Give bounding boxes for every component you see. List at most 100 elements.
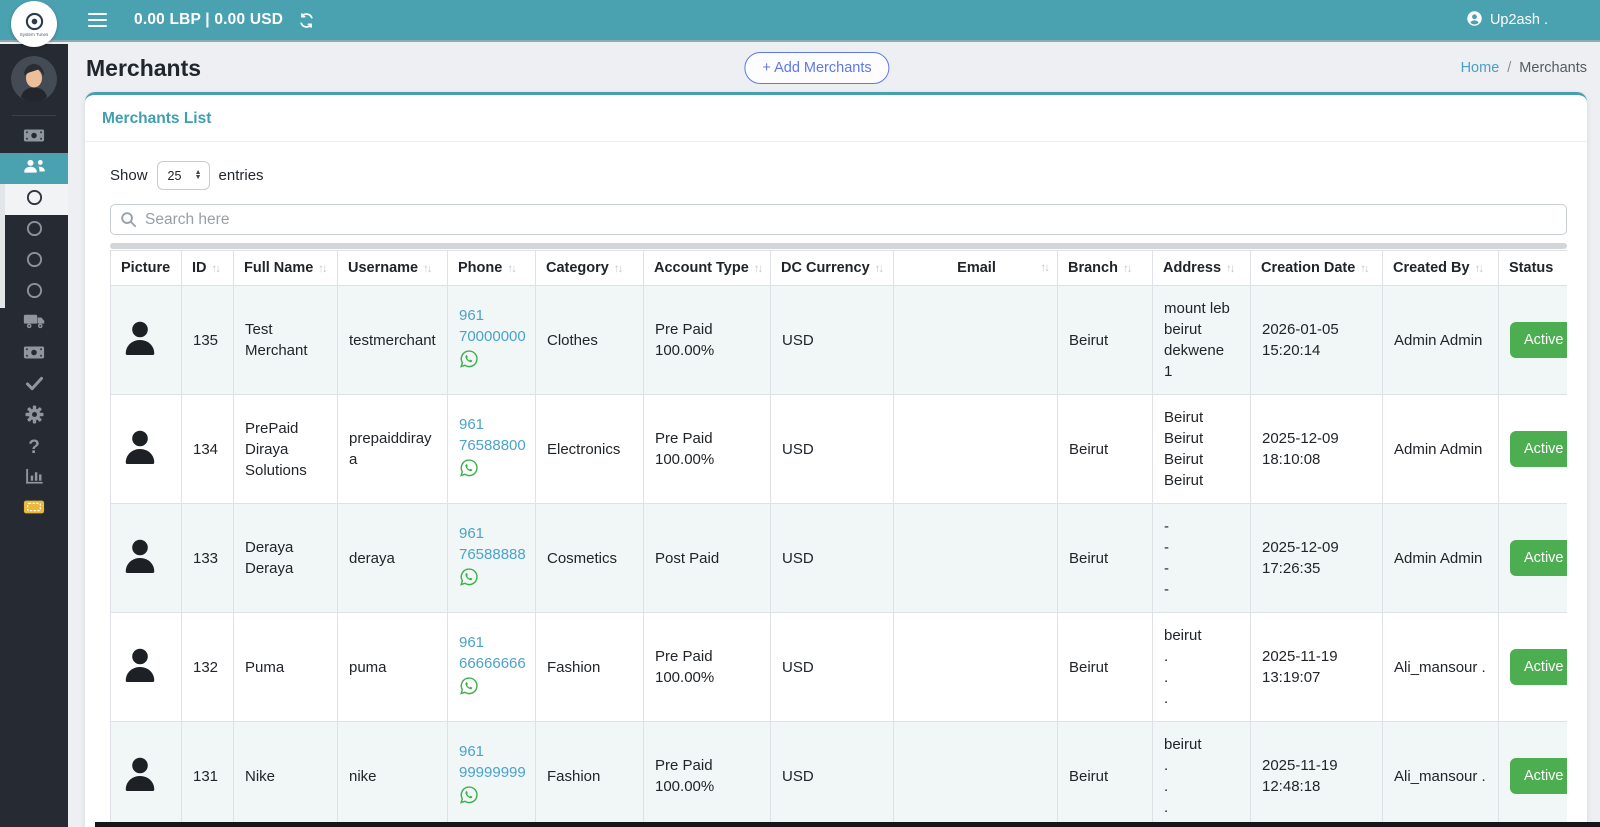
whatsapp-icon[interactable] [459,458,479,484]
col-header-full-name[interactable]: Full Name ↑↓ [233,250,338,286]
cell-dc-currency: USD [770,394,894,504]
sort-arrows-icon[interactable]: ↑↓ [211,263,221,275]
cell-created-by: Admin Admin [1382,285,1499,395]
hamburger-icon[interactable] [88,10,107,31]
cell-username: testmerchant [337,285,448,395]
cell-creation-date: 2026-01-05 15:20:14 [1250,285,1383,395]
sidebar-item-12-ticket-icon[interactable] [0,494,68,525]
cell-id: 134 [181,394,234,504]
cell-dc-currency: USD [770,612,894,722]
col-label: Account Type [654,260,749,276]
col-header-phone[interactable]: Phone ↑↓ [447,250,536,286]
banknote-icon [23,344,45,366]
user-circle-icon [1466,10,1483,31]
cell-creation-date: 2025-12-09 17:26:35 [1250,503,1383,613]
sidebar-item-4-circle-icon[interactable] [0,246,68,277]
cell-username: nike [337,721,448,827]
sidebar-item-3-circle-icon[interactable] [0,215,68,246]
sort-arrows-icon[interactable]: ↑↓ [1040,262,1050,274]
sidebar-item-9-gear-icon[interactable] [0,401,68,432]
cell-full-name: Puma [233,612,338,722]
entries-label: entries [218,167,264,184]
whatsapp-icon[interactable] [459,676,479,702]
entries-select[interactable]: 25 ▲ ▼ [156,161,210,190]
cell-branch: Beirut [1057,721,1153,827]
search-icon [120,211,137,233]
app-logo-icon[interactable]: System Tunes [11,1,57,47]
sort-arrows-icon[interactable]: ↑↓ [507,263,516,275]
table-row-merchant-131: 131 Nike nike 961 99999999 Fashion Pre Paid 100… [110,721,1567,827]
phone-link[interactable]: 961 76588800 [459,416,526,454]
question-icon: ? [28,436,40,458]
phone-link[interactable]: 961 99999999 [459,743,526,781]
cell-email [893,285,1058,395]
col-header-branch[interactable]: Branch ↑↓ [1057,250,1153,286]
col-header-creation-date[interactable]: Creation Date ↑↓ [1250,250,1383,286]
card-header: Merchants List [85,95,1587,142]
person-silhouette-icon [122,757,158,797]
sort-arrows-icon[interactable]: ↑↓ [1474,263,1484,275]
cell-created-by: Admin Admin [1382,394,1499,504]
cell-status: Active [1498,612,1567,722]
cell-status: Active [1498,285,1567,395]
cell-creation-date: 2025-11-19 12:48:18 [1250,721,1383,827]
phone-link[interactable]: 961 76588888 [459,525,526,563]
cell-status: Active [1498,503,1567,613]
cell-full-name: Test Merchant [233,285,338,395]
whatsapp-icon[interactable] [459,785,479,811]
phone-link[interactable]: 961 66666666 [459,634,526,672]
bottom-edge-bar [95,822,1600,827]
col-label: Status [1509,260,1554,276]
breadcrumb-home-link[interactable]: Home [1460,60,1500,76]
sort-arrows-icon[interactable]: ↑↓ [613,263,623,275]
cell-phone: 961 76588888 [447,503,536,613]
table-horizontal-scrollbar[interactable] [110,243,1567,249]
cell-address: Beirut Beirut Beirut Beirut [1152,394,1251,504]
col-header-category[interactable]: Category ↑↓ [535,250,644,286]
col-header-address[interactable]: Address ↑↓ [1152,250,1251,286]
sort-arrows-icon[interactable]: ↑↓ [1122,263,1132,275]
entries-control: Show 25 ▲ ▼ entries [110,161,1567,190]
sidebar-item-8-check-icon[interactable] [0,370,68,401]
sort-arrows-icon[interactable]: ↑↓ [318,263,327,275]
sidebar-item-5-circle-icon[interactable] [0,277,68,308]
sidebar-item-7-banknote-icon[interactable] [0,339,68,370]
search-input[interactable] [110,204,1567,235]
submenu-scrollbar[interactable] [0,184,5,308]
sidebar-item-10-question-icon[interactable]: ? [0,432,68,463]
sidebar-item-1-users-icon[interactable] [0,153,68,184]
cell-email [893,394,1058,504]
table-row-merchant-135: 135 Test Merchant testmerchant 961 70000000 C… [110,285,1567,395]
col-label: Address [1163,260,1222,276]
sidebar-item-6-truck-icon[interactable] [0,308,68,339]
sort-arrows-icon[interactable]: ↑↓ [753,263,763,275]
cell-dc-currency: USD [770,285,894,395]
phone-link[interactable]: 961 70000000 [459,307,526,345]
refresh-icon[interactable] [298,12,315,29]
sort-arrows-icon[interactable]: ↑↓ [1360,263,1369,275]
cell-dc-currency: USD [770,503,894,613]
col-header-created-by[interactable]: Created By ↑↓ [1382,250,1499,286]
cell-creation-date: 2025-11-19 13:19:07 [1250,612,1383,722]
sidebar-item-0-banknote-icon[interactable] [0,122,68,153]
col-header-dc-currency[interactable]: DC Currency ↑↓ [770,250,894,286]
sort-arrows-icon[interactable]: ↑↓ [1226,263,1235,275]
cell-account-type: Pre Paid 100.00% [643,612,771,722]
col-header-username[interactable]: Username ↑↓ [337,250,448,286]
sort-arrows-icon[interactable]: ↑↓ [423,263,432,275]
whatsapp-icon[interactable] [459,567,479,593]
cell-phone: 961 99999999 [447,721,536,827]
col-header-id[interactable]: ID ↑↓ [181,250,234,286]
col-header-email[interactable]: Email ↑↓ [893,250,1058,286]
user-name-label: Up2ash . [1489,12,1548,28]
sidebar-item-11-bar-chart-icon[interactable] [0,463,68,494]
sidebar-item-2-circle-icon[interactable] [0,184,68,215]
user-menu[interactable]: Up2ash . [1466,10,1548,31]
cell-account-type: Pre Paid 100.00% [643,285,771,395]
whatsapp-icon[interactable] [459,349,479,375]
col-header-account-type[interactable]: Account Type ↑↓ [643,250,771,286]
cell-branch: Beirut [1057,503,1153,613]
col-label: DC Currency [781,260,870,276]
add-merchants-button[interactable]: + Add Merchants [744,52,890,84]
sort-arrows-icon[interactable]: ↑↓ [874,263,884,275]
